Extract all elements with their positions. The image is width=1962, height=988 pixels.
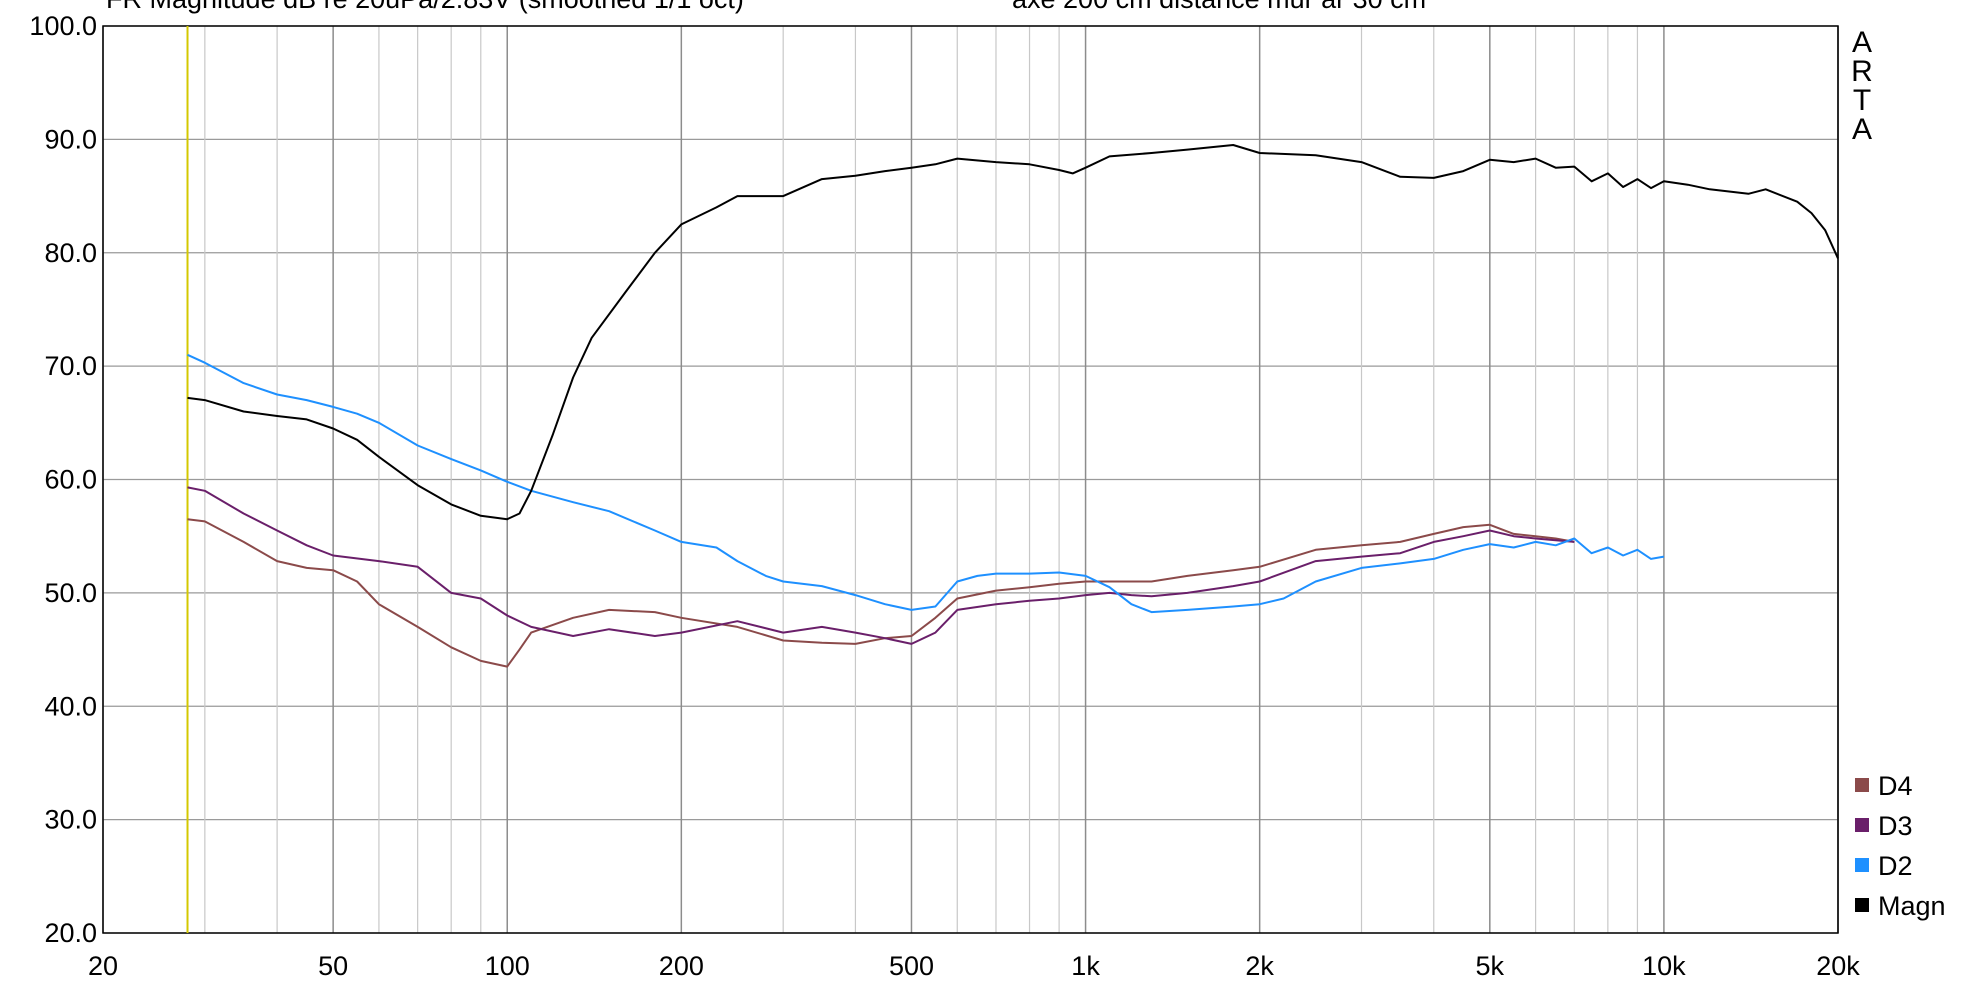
legend-label: D4 bbox=[1878, 771, 1913, 801]
x-tick-label: 2k bbox=[1245, 951, 1274, 981]
legend-swatch bbox=[1855, 858, 1869, 872]
series-line-d3 bbox=[187, 486, 1575, 645]
y-tick-label: 30.0 bbox=[44, 805, 97, 835]
legend-label: Magn bbox=[1878, 891, 1946, 921]
chart-title: FR Magnitude dB re 20uPa/2.83V (smoothed… bbox=[106, 0, 744, 14]
x-tick-label: 50 bbox=[318, 951, 348, 981]
chart-subtitle: axe 200 cm distance mur ar 30 cm bbox=[1012, 0, 1426, 14]
legend-swatch bbox=[1855, 818, 1869, 832]
legend-label: D3 bbox=[1878, 811, 1913, 841]
x-tick-label: 100 bbox=[485, 951, 530, 981]
legend-swatch bbox=[1855, 778, 1869, 792]
brand-letter: T bbox=[1853, 84, 1871, 117]
series-line-d2 bbox=[187, 353, 1665, 614]
y-tick-label: 50.0 bbox=[44, 578, 97, 608]
plot-frame bbox=[102, 25, 1839, 934]
y-tick-label: 90.0 bbox=[44, 124, 97, 154]
brand-letter: R bbox=[1851, 55, 1873, 88]
x-tick-label: 200 bbox=[659, 951, 704, 981]
x-tick-label: 20k bbox=[1816, 951, 1860, 981]
brand-letter: A bbox=[1852, 113, 1872, 146]
legend: D4 D3 D2 Magn bbox=[1855, 771, 1946, 921]
y-tick-label: 100.0 bbox=[29, 11, 97, 41]
x-tick-label: 1k bbox=[1071, 951, 1100, 981]
x-tick-label: 10k bbox=[1642, 951, 1686, 981]
y-tick-label: 60.0 bbox=[44, 465, 97, 495]
x-tick-label: 500 bbox=[889, 951, 934, 981]
y-tick-label: 20.0 bbox=[44, 918, 97, 948]
y-tick-label: 40.0 bbox=[44, 691, 97, 721]
x-tick-label: 20 bbox=[88, 951, 118, 981]
legend-swatch bbox=[1855, 898, 1869, 912]
y-tick-labels: 20.0 30.0 40.0 50.0 60.0 70.0 80.0 90.0 100.0 bbox=[29, 11, 97, 948]
x-tick-labels: 20 50 100 200 500 1k 2k 5k 10k 20k bbox=[88, 951, 1860, 981]
series-line-magn bbox=[187, 144, 1839, 521]
y-tick-label: 80.0 bbox=[44, 238, 97, 268]
brand-letter: A bbox=[1852, 26, 1872, 59]
y-tick-label: 70.0 bbox=[44, 351, 97, 381]
series-lines bbox=[187, 144, 1839, 668]
legend-label: D2 bbox=[1878, 851, 1913, 881]
x-tick-label: 5k bbox=[1476, 951, 1505, 981]
